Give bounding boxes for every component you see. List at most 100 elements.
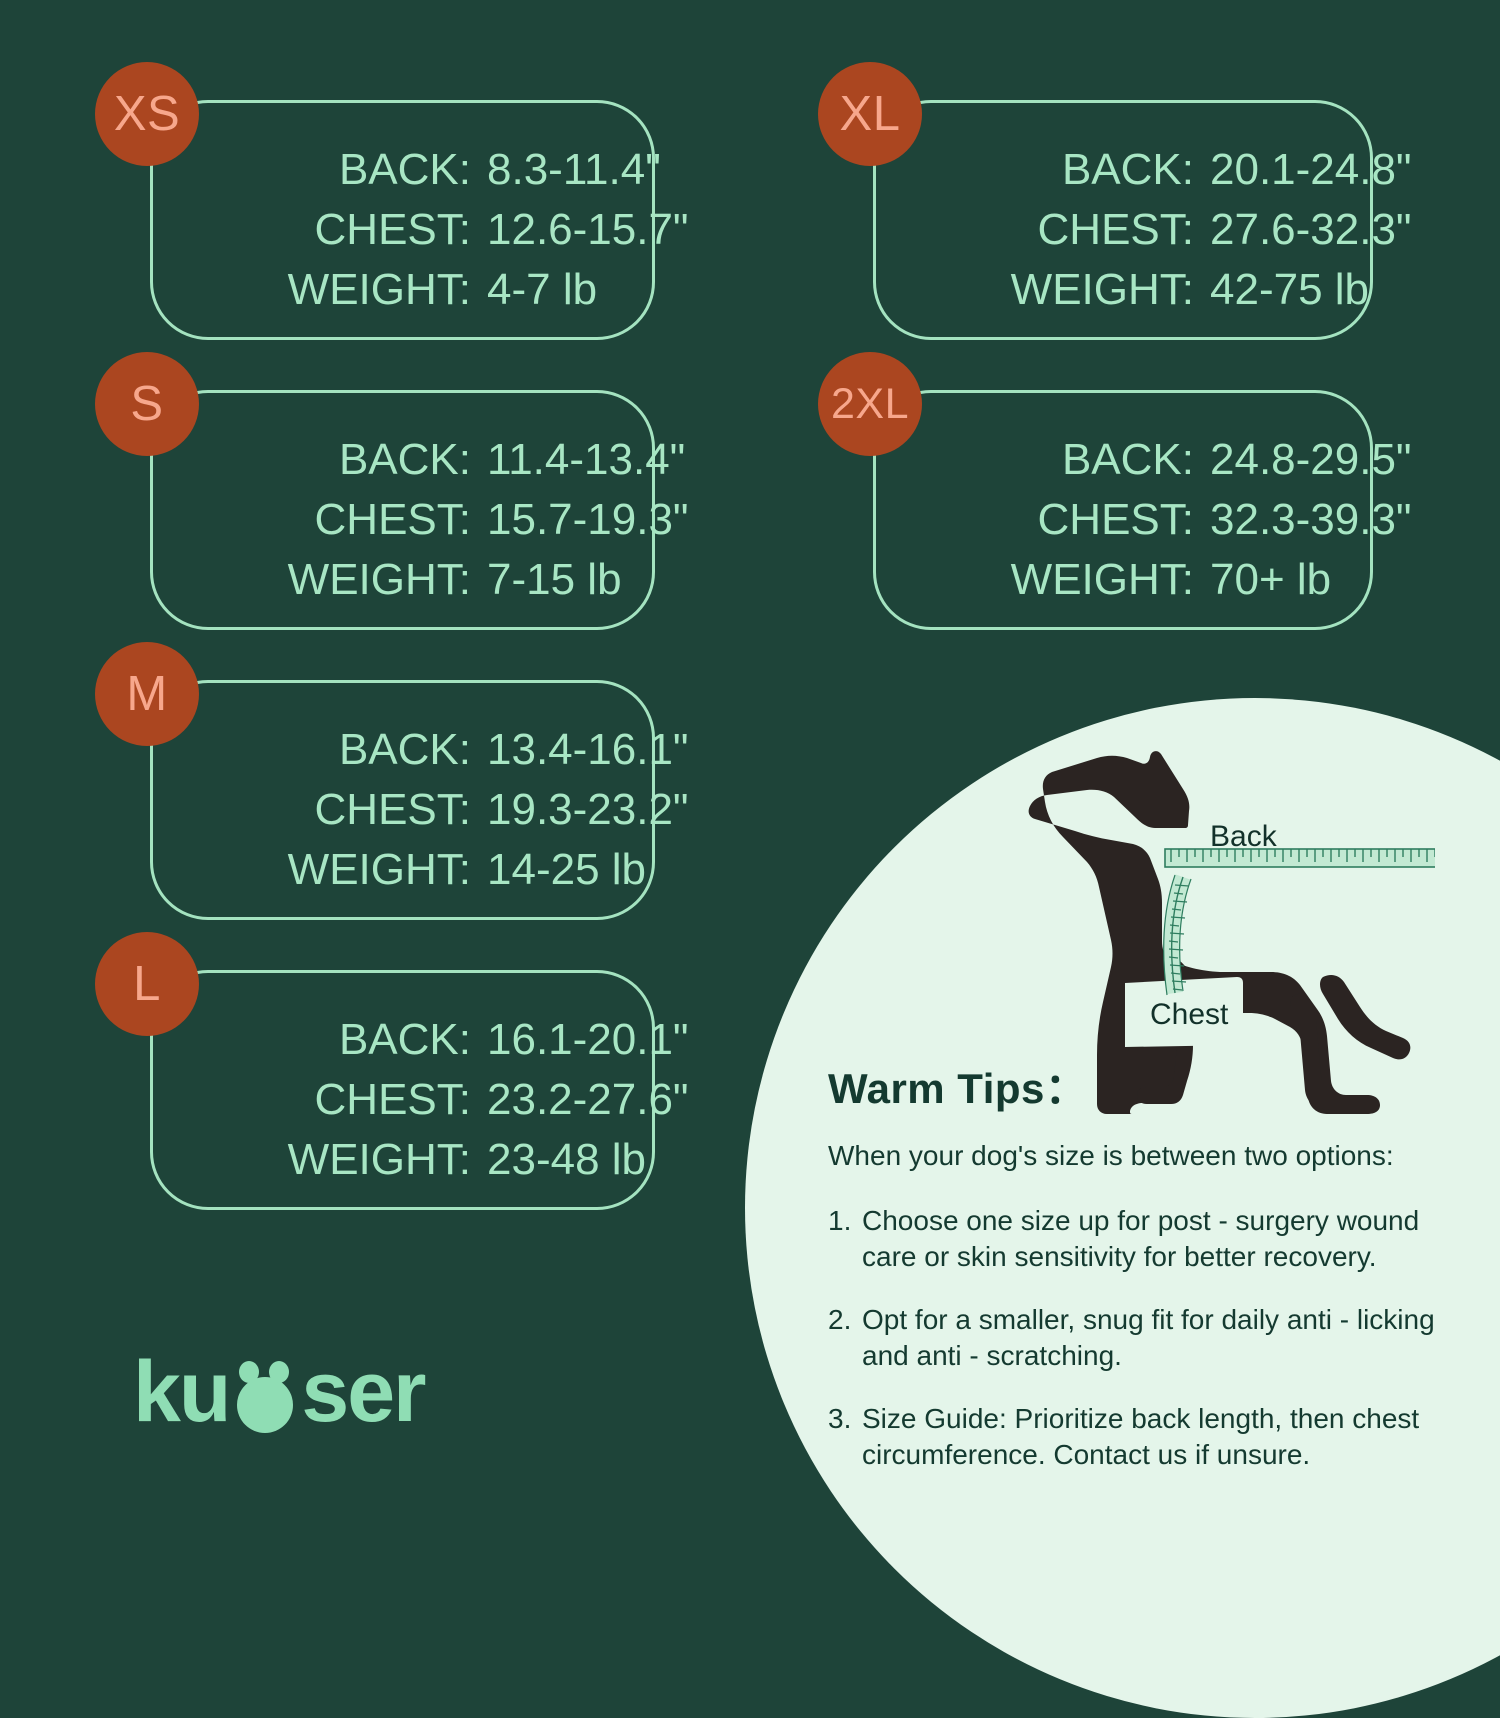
row-label-weight: WEIGHT:: [287, 1135, 471, 1184]
row-value-back: 13.4-16.1": [487, 725, 689, 774]
row-label-weight: WEIGHT:: [1010, 555, 1194, 604]
size-badge-label: XL: [839, 86, 901, 141]
row-value-back: 20.1-24.8": [1210, 145, 1412, 194]
size-card-rows: BACK: 24.8-29.5" CHEST: 32.3-39.3" WEIGH…: [966, 430, 1412, 610]
row-chest: CHEST: 27.6-32.3": [966, 200, 1412, 260]
dog-body-shape: [1028, 751, 1411, 1114]
row-chest: CHEST: 19.3-23.2": [243, 780, 689, 840]
size-badge-s: S: [95, 352, 199, 456]
size-card-rows: BACK: 16.1-20.1" CHEST: 23.2-27.6" WEIGH…: [243, 1010, 689, 1190]
tip-text: Opt for a smaller, snug fit for daily an…: [862, 1303, 1435, 1372]
size-card-outline: [873, 390, 1373, 630]
row-chest: CHEST: 32.3-39.3": [966, 490, 1412, 550]
size-badge-2xl: 2XL: [818, 352, 922, 456]
tip-number: 3.: [828, 1402, 852, 1434]
row-value-back: 11.4-13.4": [487, 435, 686, 484]
paw-toe-right: [269, 1361, 290, 1383]
size-badge-l: L: [95, 932, 199, 1036]
row-value-weight: 23-48 lb: [487, 1135, 647, 1184]
row-label-chest: CHEST:: [1037, 205, 1194, 254]
row-back: BACK: 11.4-13.4": [243, 430, 689, 490]
size-badge-label: L: [133, 956, 161, 1011]
row-value-weight: 42-75 lb: [1210, 265, 1370, 314]
tip-text: Choose one size up for post - surgery wo…: [862, 1205, 1420, 1273]
row-label-back: BACK:: [338, 725, 471, 774]
size-card-outline: [873, 100, 1373, 340]
row-label-weight: WEIGHT:: [287, 555, 471, 604]
row-chest: CHEST: 15.7-19.3": [243, 490, 689, 550]
row-back: BACK: 16.1-20.1": [243, 1010, 689, 1070]
row-label-weight: WEIGHT:: [287, 845, 471, 894]
row-label-chest: CHEST:: [314, 785, 471, 834]
warm-tips-heading: Warm Tips：: [828, 1065, 1088, 1112]
size-badge-m: M: [95, 642, 199, 746]
size-card-outline: [150, 970, 655, 1210]
row-label-chest: CHEST:: [314, 495, 471, 544]
row-label-back: BACK:: [338, 145, 471, 194]
row-chest: CHEST: 12.6-15.7": [243, 200, 689, 260]
row-back: BACK: 24.8-29.5": [966, 430, 1412, 490]
size-badge-label: M: [126, 666, 168, 721]
warm-tips-intro: When your dog's size is between two opti…: [828, 1140, 1394, 1171]
size-card-outline: [150, 390, 655, 630]
row-label-back: BACK:: [1061, 435, 1194, 484]
tip-number: 1.: [828, 1205, 852, 1236]
row-label-chest: CHEST:: [1037, 495, 1194, 544]
row-back: BACK: 8.3-11.4": [243, 140, 689, 200]
warm-tip-item: 2. Opt for a smaller, snug fit for daily…: [828, 1302, 1468, 1375]
size-badge-xl: XL: [818, 62, 922, 166]
size-card-rows: BACK: 20.1-24.8" CHEST: 27.6-32.3" WEIGH…: [966, 140, 1412, 320]
paw-toe-left: [239, 1361, 260, 1383]
warm-tip-item: 3. Size Guide: Prioritize back length, t…: [828, 1401, 1468, 1474]
back-measurement-label: Back: [1210, 820, 1277, 853]
row-value-chest: 23.2-27.6": [487, 1075, 689, 1124]
row-value-chest: 15.7-19.3": [487, 495, 689, 544]
warm-tip-item: 1. Choose one size up for post - surgery…: [828, 1203, 1468, 1276]
row-value-weight: 70+ lb: [1210, 555, 1332, 604]
size-card-rows: BACK: 13.4-16.1" CHEST: 19.3-23.2" WEIGH…: [243, 720, 689, 900]
row-value-weight: 7-15 lb: [487, 555, 622, 604]
row-weight: WEIGHT: 23-48 lb: [243, 1130, 689, 1190]
row-back: BACK: 13.4-16.1": [243, 720, 689, 780]
tip-text: Size Guide: Prioritize back length, then…: [862, 1402, 1420, 1470]
size-card-rows: BACK: 8.3-11.4" CHEST: 12.6-15.7" WEIGHT…: [243, 140, 689, 320]
row-value-back: 16.1-20.1": [487, 1015, 689, 1064]
row-label-back: BACK:: [1061, 145, 1194, 194]
size-card-rows: BACK: 11.4-13.4" CHEST: 15.7-19.3" WEIGH…: [243, 430, 689, 610]
logo-text-suffix: ser: [301, 1344, 426, 1440]
row-weight: WEIGHT: 14-25 lb: [243, 840, 689, 900]
chest-measuring-tape: [1163, 874, 1192, 996]
row-label-back: BACK:: [338, 435, 471, 484]
row-value-weight: 4-7 lb: [487, 265, 598, 314]
row-label-chest: CHEST:: [314, 1075, 471, 1124]
row-value-chest: 19.3-23.2": [487, 785, 689, 834]
chest-measurement-label: Chest: [1150, 998, 1229, 1031]
row-chest: CHEST: 23.2-27.6": [243, 1070, 689, 1130]
size-card-outline: [150, 680, 655, 920]
row-value-back: 24.8-29.5": [1210, 435, 1412, 484]
brand-logo-kuoser: ku ser: [133, 1344, 427, 1440]
row-label-weight: WEIGHT:: [1010, 265, 1194, 314]
paw-pad-shape: [237, 1377, 294, 1433]
size-badge-xs: XS: [95, 62, 199, 166]
paw-print-icon: [229, 1349, 301, 1435]
row-value-back: 8.3-11.4": [487, 145, 661, 194]
size-card-outline: [150, 100, 655, 340]
dog-silhouette-illustration: [975, 745, 1435, 1115]
warm-tips-section: Warm Tips： When your dog's size is betwe…: [828, 1068, 1468, 1499]
row-back: BACK: 20.1-24.8": [966, 140, 1412, 200]
back-measuring-tape: [1164, 848, 1435, 868]
row-value-chest: 27.6-32.3": [1210, 205, 1412, 254]
tip-number: 2.: [828, 1303, 852, 1335]
chest-label-notch: [1125, 977, 1243, 1047]
row-label-weight: WEIGHT:: [287, 265, 471, 314]
size-badge-label: S: [130, 376, 164, 431]
row-value-chest: 32.3-39.3": [1210, 495, 1412, 544]
row-value-chest: 12.6-15.7": [487, 205, 689, 254]
row-weight: WEIGHT: 70+ lb: [966, 550, 1412, 610]
row-weight: WEIGHT: 4-7 lb: [243, 260, 689, 320]
size-badge-label: XS: [113, 86, 181, 141]
row-label-back: BACK:: [338, 1015, 471, 1064]
logo-text-prefix: ku: [133, 1344, 231, 1440]
row-value-weight: 14-25 lb: [487, 845, 647, 894]
